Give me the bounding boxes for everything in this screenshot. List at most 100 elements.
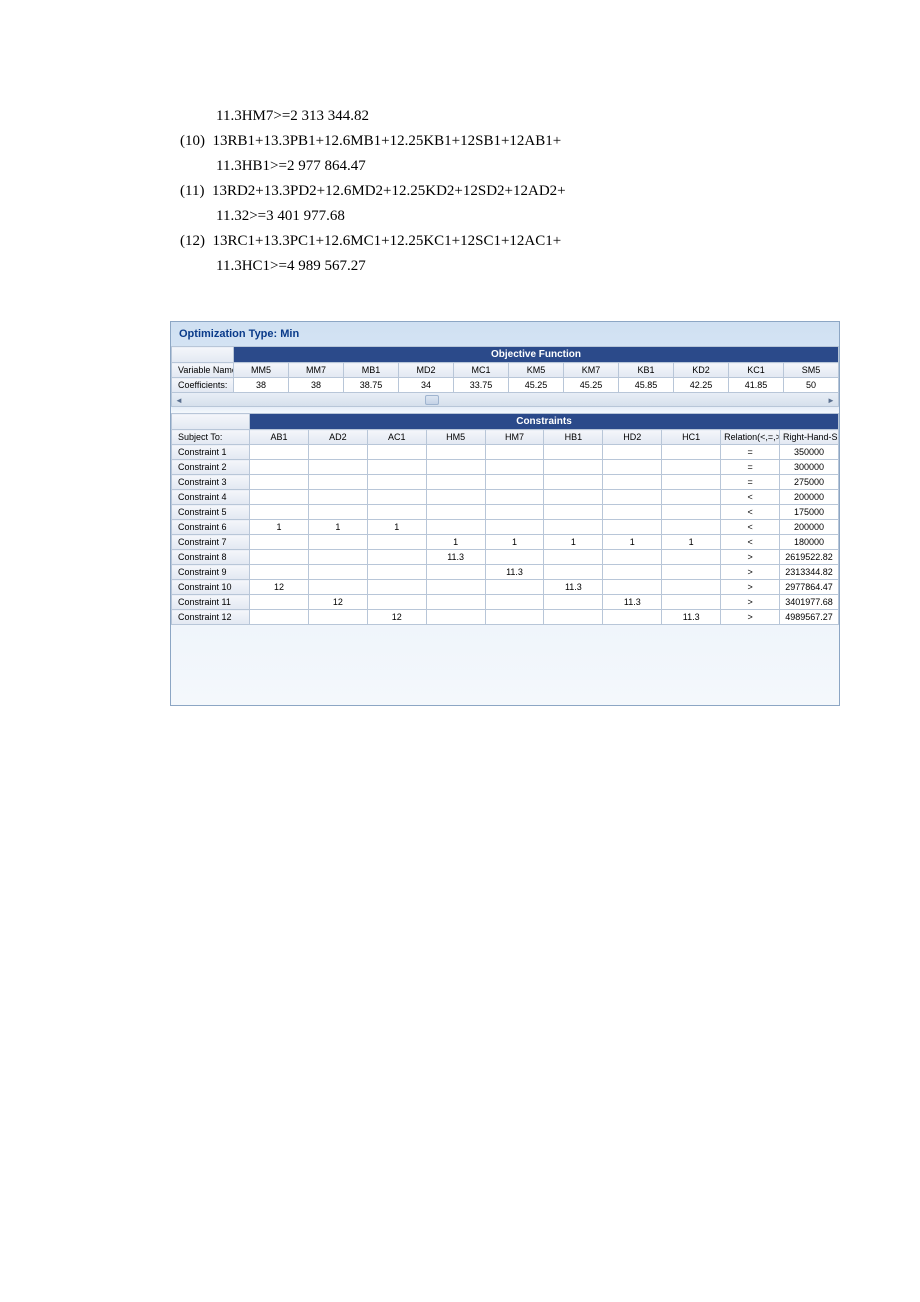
constraint-cell[interactable] (367, 460, 426, 475)
constraint-cell[interactable] (544, 610, 603, 625)
constraint-cell[interactable]: 175000 (780, 505, 839, 520)
constraint-cell[interactable] (367, 475, 426, 490)
constraint-label[interactable]: Constraint 10 (172, 580, 250, 595)
variable-name-cell[interactable]: MM5 (234, 363, 289, 378)
coefficient-cell[interactable]: 45.25 (509, 378, 564, 393)
constraint-column-header[interactable]: HC1 (662, 430, 721, 445)
constraint-cell[interactable] (662, 520, 721, 535)
constraint-cell[interactable] (603, 550, 662, 565)
coefficient-cell[interactable]: 45.85 (619, 378, 674, 393)
scroll-right-icon[interactable]: ► (825, 394, 837, 406)
constraint-cell[interactable] (308, 490, 367, 505)
variable-name-cell[interactable]: KC1 (729, 363, 784, 378)
constraint-cell[interactable]: > (721, 610, 780, 625)
constraint-cell[interactable]: 1 (308, 520, 367, 535)
constraint-label[interactable]: Constraint 9 (172, 565, 250, 580)
constraint-cell[interactable] (544, 565, 603, 580)
constraint-cell[interactable] (485, 550, 544, 565)
constraint-column-header[interactable]: AC1 (367, 430, 426, 445)
constraint-cell[interactable] (367, 565, 426, 580)
constraint-cell[interactable] (426, 505, 485, 520)
constraint-cell[interactable] (250, 460, 309, 475)
variable-name-cell[interactable]: SM5 (784, 363, 839, 378)
coefficient-cell[interactable]: 38 (289, 378, 344, 393)
coefficient-cell[interactable]: 38 (234, 378, 289, 393)
constraint-cell[interactable] (426, 610, 485, 625)
coefficient-cell[interactable]: 41.85 (729, 378, 784, 393)
constraint-cell[interactable] (308, 505, 367, 520)
constraint-cell[interactable]: > (721, 550, 780, 565)
constraint-cell[interactable] (603, 580, 662, 595)
constraint-cell[interactable] (603, 475, 662, 490)
constraint-label[interactable]: Constraint 5 (172, 505, 250, 520)
constraint-column-header[interactable]: HD2 (603, 430, 662, 445)
scroll-left-icon[interactable]: ◄ (173, 394, 185, 406)
coefficient-cell[interactable]: 45.25 (564, 378, 619, 393)
constraint-label[interactable]: Constraint 2 (172, 460, 250, 475)
constraint-cell[interactable]: 200000 (780, 490, 839, 505)
constraint-cell[interactable] (544, 505, 603, 520)
constraint-cell[interactable] (662, 565, 721, 580)
constraint-cell[interactable]: 11.3 (662, 610, 721, 625)
constraint-cell[interactable] (603, 565, 662, 580)
constraint-cell[interactable] (662, 595, 721, 610)
constraint-cell[interactable]: 2977864.47 (780, 580, 839, 595)
variable-name-cell[interactable]: KB1 (619, 363, 674, 378)
constraint-cell[interactable] (308, 550, 367, 565)
constraint-cell[interactable] (308, 610, 367, 625)
variable-name-cell[interactable]: KM7 (564, 363, 619, 378)
constraint-cell[interactable] (426, 445, 485, 460)
constraint-cell[interactable] (367, 445, 426, 460)
constraint-cell[interactable] (544, 460, 603, 475)
constraint-cell[interactable] (603, 505, 662, 520)
constraint-cell[interactable]: 11.3 (603, 595, 662, 610)
constraint-cell[interactable] (485, 580, 544, 595)
constraint-cell[interactable] (426, 595, 485, 610)
constraint-cell[interactable] (485, 475, 544, 490)
constraint-label[interactable]: Constraint 1 (172, 445, 250, 460)
constraint-label[interactable]: Constraint 6 (172, 520, 250, 535)
constraint-cell[interactable]: < (721, 490, 780, 505)
constraint-cell[interactable] (367, 550, 426, 565)
constraint-cell[interactable] (426, 460, 485, 475)
constraint-cell[interactable]: 2619522.82 (780, 550, 839, 565)
constraint-cell[interactable] (485, 460, 544, 475)
constraint-cell[interactable]: 1 (426, 535, 485, 550)
constraint-cell[interactable]: 12 (367, 610, 426, 625)
constraint-column-header[interactable]: HM7 (485, 430, 544, 445)
constraint-cell[interactable]: 1 (367, 520, 426, 535)
constraint-cell[interactable]: = (721, 445, 780, 460)
constraint-cell[interactable] (250, 610, 309, 625)
constraint-cell[interactable] (250, 445, 309, 460)
scrollbar-thumb[interactable] (425, 395, 439, 405)
constraint-cell[interactable]: < (721, 505, 780, 520)
constraint-cell[interactable] (662, 490, 721, 505)
constraint-cell[interactable]: = (721, 460, 780, 475)
variable-name-cell[interactable]: KM5 (509, 363, 564, 378)
constraint-cell[interactable] (662, 550, 721, 565)
constraint-cell[interactable] (603, 460, 662, 475)
constraint-cell[interactable] (426, 490, 485, 505)
constraint-cell[interactable]: > (721, 565, 780, 580)
constraint-column-header[interactable]: HM5 (426, 430, 485, 445)
coefficient-cell[interactable]: 33.75 (454, 378, 509, 393)
constraint-cell[interactable] (485, 505, 544, 520)
constraint-cell[interactable] (426, 565, 485, 580)
variable-name-cell[interactable]: MD2 (399, 363, 454, 378)
constraint-cell[interactable] (308, 535, 367, 550)
constraint-cell[interactable]: 11.3 (544, 580, 603, 595)
constraint-cell[interactable]: 300000 (780, 460, 839, 475)
constraint-cell[interactable]: 1 (603, 535, 662, 550)
constraint-cell[interactable] (250, 490, 309, 505)
constraint-cell[interactable] (308, 460, 367, 475)
constraint-column-header[interactable]: Relation(<,=,>) (721, 430, 780, 445)
constraint-cell[interactable]: 11.3 (485, 565, 544, 580)
variable-name-cell[interactable]: MB1 (344, 363, 399, 378)
constraint-cell[interactable] (367, 490, 426, 505)
constraint-cell[interactable] (603, 490, 662, 505)
constraint-cell[interactable] (308, 445, 367, 460)
constraint-cell[interactable]: = (721, 475, 780, 490)
constraint-cell[interactable]: 12 (250, 580, 309, 595)
constraint-cell[interactable]: 1 (544, 535, 603, 550)
constraint-cell[interactable] (603, 445, 662, 460)
